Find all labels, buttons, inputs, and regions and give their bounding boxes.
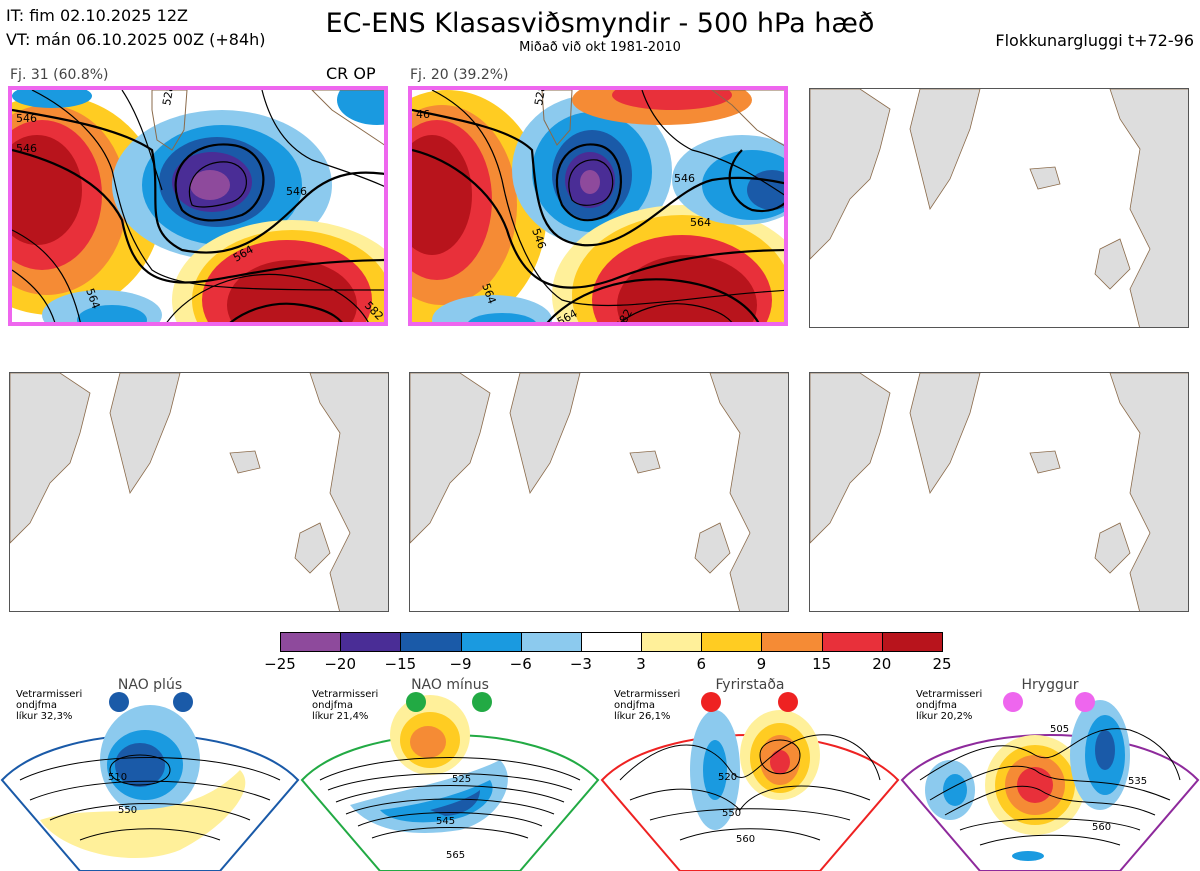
regime-note: Vetrarmisseri ondjfma líkur 20,2% [916,689,983,722]
colorbar-segment [520,632,582,652]
colorbar-tick-label: 9 [756,655,767,673]
colorbar-segment [761,632,823,652]
regime-nao-plus-map: 510 550 [0,692,300,871]
regime-name: Fyrirstaða [715,677,785,693]
colorbar-segment [881,632,943,652]
initial-time: IT: fim 02.10.2025 12Z [6,6,188,25]
colorbar-tick-label: −20 [324,655,356,673]
colorbar-tick-label: −9 [449,655,472,673]
regime-marker-west [1003,692,1023,712]
classification-window: Flokkunargluggi t+72-96 [995,31,1194,50]
regime-contour-label: 550 [118,805,137,816]
colorbar-tick-label: −25 [264,655,296,673]
regime-marker-east [1075,692,1095,712]
regime-name: Hryggur [1021,677,1079,693]
regime-blocking[interactable]: 520 550 560 Fyrirstaða Vetrarmisseri ondj… [600,677,900,871]
colorbar-tick-label: 20 [872,655,892,673]
colorbar-segment [280,632,342,652]
regime-marker-east [472,692,492,712]
colorbar-segment [400,632,462,652]
regime-ridge[interactable]: 505 535 560 Hryggur Vetrarmisseri ondjfma… [900,677,1200,871]
colorbar-segment [701,632,763,652]
regime-nao-minus[interactable]: 525 545 565 NAO mínus Vetrarmisseri ondjf… [300,677,600,871]
regime-note: Vetrarmisseri ondjfma líkur 21,4% [312,689,379,722]
colorbar-tick-label: 15 [812,655,832,673]
contour-label: 546 [674,172,695,185]
regime-contour-label: 565 [446,850,465,861]
regime-contour-label: 545 [436,816,455,827]
contour-label: 46 [416,108,430,121]
regime-contour-label: 535 [1128,776,1147,787]
regime-name: NAO mínus [411,677,489,693]
cluster-map-4[interactable] [9,372,389,612]
empty-map-4 [10,373,388,611]
contour-label: 528 [160,90,176,107]
cluster-2-label: Fj. 20 (39.2%) [410,67,509,83]
regime-blocking-map: 520 550 560 [600,692,900,871]
cluster-1-tag: CR OP [326,64,376,83]
regime-note: Vetrarmisseri ondjfma líkur 32,3% [16,689,83,722]
regime-marker-east [778,692,798,712]
regime-name: NAO plús [117,677,183,693]
colorbar-segment [580,632,643,652]
empty-map-6 [810,373,1188,611]
cluster-map-3[interactable] [809,88,1189,328]
regime-contour-label: 560 [736,834,755,845]
regime-nao-minus-map: 525 545 565 [300,692,600,871]
contour-label: 546 [16,142,37,155]
contour-label: 546 [16,112,37,125]
colorbar-segment [460,632,522,652]
cluster-map-1-svg: 546 528 564 546 546 564 582 [12,90,384,322]
regime-contour-label: 560 [1092,822,1111,833]
colorbar-segment [340,632,402,652]
regime-nao-plus[interactable]: 510 550 NAO plús Vetrarmisseri ondjfma lík… [0,677,300,871]
contour-label: 546 [286,185,307,198]
regime-marker-west [109,692,129,712]
cluster-map-6[interactable] [809,372,1189,612]
colorbar-tick-label: −3 [569,655,592,673]
page-title: EC-ENS Klasasviðsmyndir - 500 hPa hæð [325,8,875,39]
page-subtitle: Miðað við okt 1981-2010 [519,40,681,55]
colorbar-tick-label: 3 [636,655,646,673]
regime-contour-label: 525 [452,774,471,785]
cluster-map-1[interactable]: 546 528 564 546 546 564 582 [8,86,388,326]
regime-marker-east [173,692,193,712]
cluster-map-2[interactable]: 46 528 546 564 546 564 582 564 [408,86,788,326]
regime-marker-west [701,692,721,712]
colorbar-segment [821,632,883,652]
empty-map-3 [810,89,1188,327]
regime-ridge-map: 505 535 560 [900,692,1200,871]
contour-label: 564 [690,216,711,229]
colorbar-tick-label: −6 [509,655,532,673]
contour-label: 528 [532,90,548,107]
colorbar-tick-label: −15 [384,655,417,673]
cluster-map-2-svg: 46 528 546 564 546 564 582 564 [412,90,784,322]
valid-time: VT: mán 06.10.2025 00Z (+84h) [6,30,266,49]
cluster-map-5[interactable] [409,372,789,612]
regime-contour-label: 520 [718,772,737,783]
empty-map-5 [410,373,788,611]
regime-marker-west [406,692,426,712]
cluster-1-label: Fj. 31 (60.8%) [10,67,109,83]
colorbar-tick-label: 25 [932,655,952,673]
regime-note: Vetrarmisseri ondjfma líkur 26,1% [614,689,681,722]
colorbar-tick-label: 6 [696,655,707,673]
regime-contour-label: 550 [722,808,741,819]
colorbar-segment [641,632,703,652]
regime-contour-label: 505 [1050,724,1069,735]
regime-contour-label: 510 [108,772,127,783]
